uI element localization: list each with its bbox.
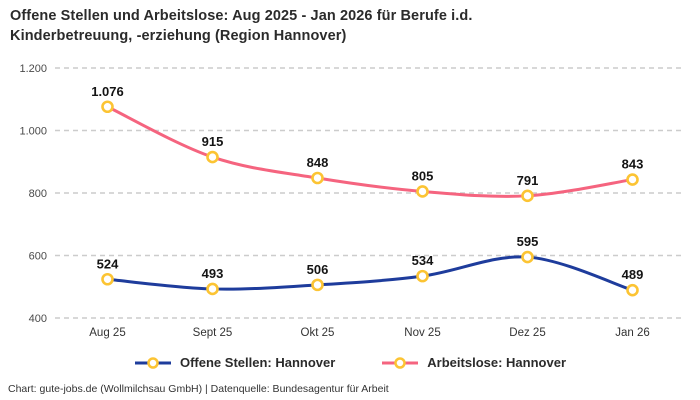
legend-swatch-offene-stellen-icon [134, 356, 171, 369]
data-point-marker [311, 278, 324, 292]
data-value-label: 915 [202, 134, 224, 149]
data-point-marker [521, 250, 534, 264]
chart-legend: Offene Stellen: Hannover Arbeitslose: Ha… [0, 355, 700, 370]
data-point-marker [206, 282, 219, 296]
legend-item-offene-stellen: Offene Stellen: Hannover [134, 355, 335, 370]
data-value-label: 506 [307, 262, 329, 277]
y-axis-tick-label: 400 [29, 313, 47, 325]
data-value-label: 1.076 [91, 84, 124, 99]
data-point-marker [101, 272, 114, 286]
data-point-marker [311, 171, 324, 185]
x-axis-label: Aug 25 [89, 327, 125, 339]
data-point-marker [101, 100, 114, 114]
data-value-label: 848 [307, 155, 329, 170]
data-value-label: 493 [202, 266, 224, 281]
legend-swatch-arbeitslose-icon [382, 356, 419, 369]
chart-title-line1: Offene Stellen und Arbeitslose: Aug 2025… [10, 8, 473, 24]
data-point-marker [416, 185, 429, 198]
x-axis-label: Sept 25 [193, 327, 233, 339]
line-chart-plot: 400 600 800 1.000 1.200 Aug 25 Sept 25 Okt 25 No… [19, 63, 685, 339]
data-value-label: 524 [97, 256, 119, 271]
y-axis-tick-label: 1.200 [19, 63, 47, 75]
x-axis-label: Jan 26 [615, 327, 650, 339]
x-axis-label: Okt 25 [301, 327, 335, 339]
data-value-label: 843 [622, 157, 644, 172]
y-axis-tick-label: 600 [29, 251, 47, 263]
data-point-marker [416, 269, 429, 283]
data-value-label: 489 [622, 267, 644, 282]
legend-label-offene-stellen: Offene Stellen: Hannover [179, 355, 336, 370]
data-point-marker [626, 173, 639, 186]
legend-item-arbeitslose: Arbeitslose: Hannover [381, 355, 566, 370]
data-value-label: 791 [517, 173, 539, 188]
data-point-marker [626, 283, 639, 297]
chart-footer-attribution: Chart: gute-jobs.de (Wollmilchsau GmbH) … [8, 383, 389, 395]
x-axis-label: Dez 25 [509, 327, 545, 339]
x-axis-label: Nov 25 [404, 327, 440, 339]
chart-title-line2: Kinderbetreuung, -erziehung (Region Hann… [10, 28, 347, 45]
data-point-marker [521, 189, 534, 203]
data-point-marker [206, 150, 219, 164]
data-value-label: 805 [412, 168, 434, 183]
series-line-offene-stellen-hannover [106, 255, 634, 292]
series-line-arbeitslose-hannover [106, 105, 634, 198]
y-axis-tick-label: 1.000 [19, 126, 47, 138]
chart-title: Offene Stellen und Arbeitslose: Aug 2025… [10, 6, 610, 47]
data-value-label: 595 [517, 234, 539, 249]
y-axis-tick-label: 800 [29, 188, 47, 200]
legend-label-arbeitslose: Arbeitslose: Hannover [427, 355, 566, 370]
data-value-label: 534 [412, 253, 434, 268]
